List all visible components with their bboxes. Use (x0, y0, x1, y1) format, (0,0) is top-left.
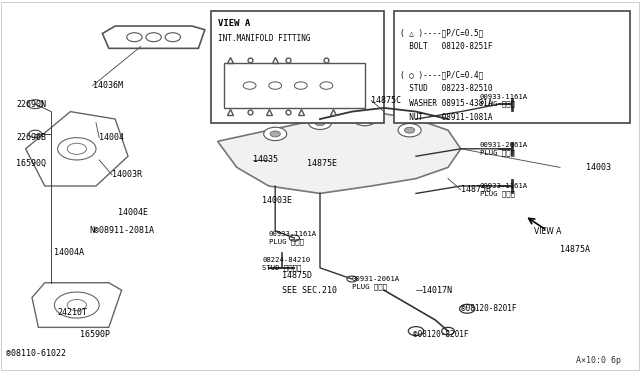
Text: WASHER 08915-4381A: WASHER 08915-4381A (400, 99, 493, 108)
Text: 14004E: 14004E (118, 208, 148, 217)
Bar (224, 63, 365, 108)
Text: BOLT   08120-8251F: BOLT 08120-8251F (400, 42, 493, 51)
Circle shape (270, 131, 280, 137)
Text: 14017N: 14017N (422, 286, 452, 295)
Text: 14875E: 14875E (307, 159, 337, 168)
Text: STUD   08223-82510: STUD 08223-82510 (400, 84, 493, 93)
Text: 14003E: 14003E (262, 196, 292, 205)
Text: 14003R: 14003R (112, 170, 142, 179)
Text: ( △ )----〈P/C=0.5〉: ( △ )----〈P/C=0.5〉 (400, 28, 483, 37)
Bar (211, 11, 384, 123)
Text: ®08110-61022: ®08110-61022 (6, 349, 67, 358)
Text: 24210T: 24210T (58, 308, 88, 317)
Text: 14875A: 14875A (560, 245, 590, 254)
Text: 14004A: 14004A (54, 248, 84, 257)
Text: INT.MANIFOLD FITTING: INT.MANIFOLD FITTING (218, 34, 310, 43)
Text: SEE SEC.210: SEE SEC.210 (282, 286, 337, 295)
Text: NUT    08911-1081A: NUT 08911-1081A (400, 113, 493, 122)
Text: VIEW A: VIEW A (218, 19, 250, 28)
Text: 14036M: 14036M (93, 81, 123, 90)
Text: 14035: 14035 (253, 155, 278, 164)
Circle shape (353, 112, 376, 126)
Text: 14003: 14003 (586, 163, 611, 172)
Text: 00933-1161A
PLUG プラグ: 00933-1161A PLUG プラグ (480, 94, 528, 107)
Text: 00933-1161A
PLUG プラグ: 00933-1161A PLUG プラグ (269, 231, 317, 245)
Text: 16590Q: 16590Q (16, 159, 46, 168)
Text: VIEW A: VIEW A (534, 227, 561, 236)
Text: A×10:0 6p: A×10:0 6p (576, 356, 621, 365)
Polygon shape (218, 112, 461, 193)
Circle shape (264, 127, 287, 141)
Circle shape (347, 276, 357, 282)
Text: 14875B: 14875B (461, 185, 491, 194)
Text: ( ○ )----〈P/C=0.4〉: ( ○ )----〈P/C=0.4〉 (400, 70, 483, 79)
Circle shape (404, 127, 415, 133)
Text: 00933-1161A
PLUG プラグ: 00933-1161A PLUG プラグ (480, 183, 528, 196)
Text: N®08911-2081A: N®08911-2081A (90, 226, 155, 235)
Text: 14875C: 14875C (371, 96, 401, 105)
Text: 08224-84210
STUD スタッド: 08224-84210 STUD スタッド (262, 257, 310, 271)
Circle shape (315, 120, 325, 126)
Circle shape (360, 116, 370, 122)
Text: 22696B: 22696B (16, 133, 46, 142)
Circle shape (398, 124, 421, 137)
Text: ®08120-8201F: ®08120-8201F (413, 330, 468, 339)
Circle shape (289, 235, 300, 241)
Bar (394, 11, 630, 123)
Text: 14875D: 14875D (282, 271, 312, 280)
Text: 14004: 14004 (99, 133, 124, 142)
Text: ®08120-8201F: ®08120-8201F (461, 304, 516, 313)
Circle shape (308, 116, 332, 129)
Text: 16590P: 16590P (80, 330, 110, 339)
Text: 00931-2061A
PLUG プラグ: 00931-2061A PLUG プラグ (352, 276, 400, 289)
Text: 22690N: 22690N (16, 100, 46, 109)
Text: 00931-2061A
PLUG プラグ: 00931-2061A PLUG プラグ (480, 142, 528, 155)
